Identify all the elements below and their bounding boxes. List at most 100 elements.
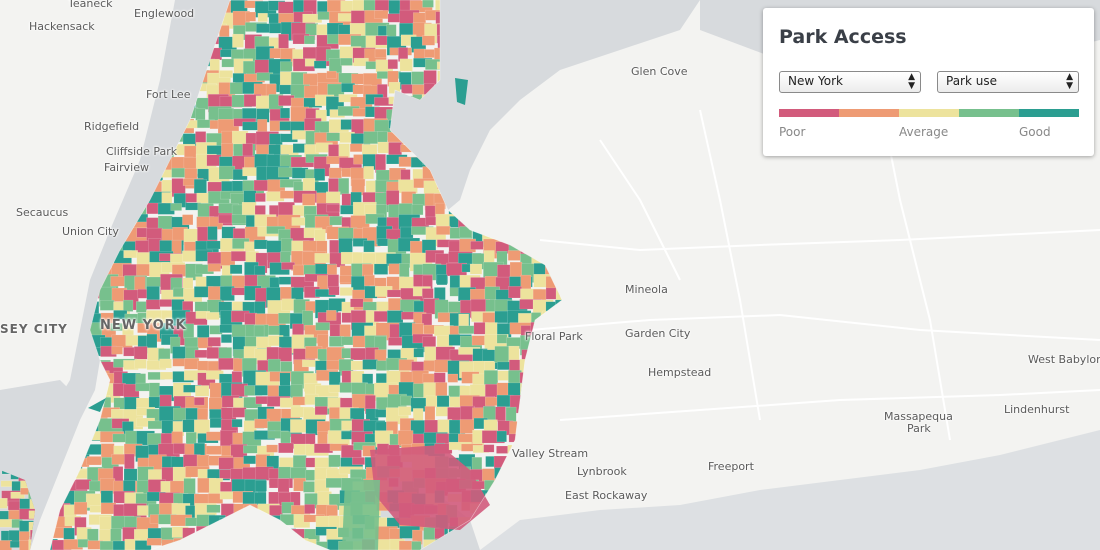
tract[interactable] — [278, 442, 294, 454]
tract[interactable] — [458, 313, 469, 335]
tract[interactable] — [496, 334, 508, 344]
tract[interactable] — [194, 385, 210, 397]
tract[interactable] — [254, 480, 267, 492]
tract[interactable] — [388, 142, 402, 156]
tract[interactable] — [387, 59, 398, 70]
tract[interactable] — [412, 193, 426, 206]
tract[interactable] — [207, 337, 221, 347]
tract[interactable] — [0, 498, 8, 509]
tract[interactable] — [257, 12, 268, 22]
tract[interactable] — [362, 359, 378, 370]
tract[interactable] — [134, 359, 147, 369]
tract[interactable] — [509, 261, 523, 278]
tract[interactable] — [111, 454, 127, 465]
tract[interactable] — [0, 480, 14, 488]
tract[interactable] — [292, 264, 305, 276]
tract[interactable] — [459, 226, 473, 238]
tract[interactable] — [209, 417, 223, 428]
tract[interactable] — [422, 0, 434, 8]
tract[interactable] — [422, 288, 434, 299]
tract[interactable] — [123, 299, 134, 312]
tract[interactable] — [172, 346, 186, 361]
tract[interactable] — [496, 430, 507, 443]
tract[interactable] — [219, 70, 233, 79]
tract[interactable] — [75, 479, 92, 490]
tract[interactable] — [184, 358, 200, 370]
tract[interactable] — [135, 301, 148, 313]
tract[interactable] — [147, 469, 162, 481]
tract[interactable] — [327, 397, 343, 409]
tract[interactable] — [134, 276, 146, 292]
tract[interactable] — [182, 214, 194, 226]
tract[interactable] — [159, 358, 172, 369]
tract[interactable] — [206, 154, 222, 167]
tract[interactable] — [374, 49, 387, 58]
tract[interactable] — [242, 167, 258, 177]
tract[interactable] — [232, 33, 244, 48]
tract[interactable] — [350, 298, 364, 308]
tract[interactable] — [231, 407, 247, 418]
tract[interactable] — [207, 263, 221, 272]
tract[interactable] — [195, 131, 207, 144]
tract[interactable] — [398, 406, 412, 416]
tract[interactable] — [229, 264, 243, 274]
tract[interactable] — [281, 262, 295, 270]
tract[interactable] — [458, 325, 477, 335]
tract[interactable] — [19, 508, 38, 520]
metric-select[interactable]: Park use ▲ ▼ — [937, 71, 1079, 93]
tract[interactable] — [205, 445, 222, 455]
tract[interactable] — [302, 177, 316, 191]
tract[interactable] — [400, 395, 413, 406]
tract[interactable] — [77, 539, 89, 548]
tract[interactable] — [292, 396, 307, 406]
tract[interactable] — [313, 60, 327, 69]
tract[interactable] — [339, 275, 353, 284]
tract[interactable] — [171, 431, 183, 446]
tract[interactable] — [374, 10, 389, 19]
tract[interactable] — [244, 241, 256, 253]
tract[interactable] — [255, 192, 266, 202]
tract[interactable] — [206, 504, 221, 513]
tract[interactable] — [469, 263, 483, 275]
tract[interactable] — [349, 143, 364, 152]
tract[interactable] — [328, 167, 342, 179]
tract[interactable] — [125, 430, 138, 446]
city-select[interactable]: New York ▲ ▼ — [779, 71, 921, 93]
tract[interactable] — [146, 538, 162, 546]
tract[interactable] — [134, 540, 152, 550]
tract[interactable] — [374, 263, 389, 275]
tract[interactable] — [280, 361, 293, 373]
tract[interactable] — [508, 286, 522, 299]
tract[interactable] — [313, 168, 326, 181]
tract[interactable] — [281, 298, 296, 311]
tract[interactable] — [185, 517, 198, 527]
tract[interactable] — [305, 23, 319, 36]
tract[interactable] — [341, 348, 352, 359]
tract[interactable] — [205, 312, 220, 320]
tract[interactable] — [326, 310, 337, 321]
tract[interactable] — [278, 33, 289, 49]
tract[interactable] — [254, 418, 270, 429]
tract[interactable] — [28, 510, 47, 519]
tract[interactable] — [363, 240, 375, 253]
tract[interactable] — [422, 336, 437, 348]
tract[interactable] — [399, 58, 413, 72]
tract[interactable] — [374, 0, 390, 12]
tract[interactable] — [254, 301, 266, 315]
tract[interactable] — [483, 406, 497, 421]
tract[interactable] — [145, 299, 161, 310]
tract[interactable] — [193, 397, 205, 406]
tract[interactable] — [146, 286, 160, 302]
tract[interactable] — [470, 240, 484, 250]
tract[interactable] — [304, 35, 315, 45]
tract[interactable] — [436, 274, 448, 286]
tract[interactable] — [207, 226, 218, 241]
tract[interactable] — [231, 419, 243, 428]
tract[interactable] — [111, 346, 123, 355]
tract[interactable] — [494, 310, 510, 324]
tract[interactable] — [172, 443, 187, 455]
tract[interactable] — [29, 499, 44, 517]
tract[interactable] — [123, 250, 138, 259]
tract[interactable] — [245, 11, 256, 22]
tract[interactable] — [329, 215, 343, 226]
